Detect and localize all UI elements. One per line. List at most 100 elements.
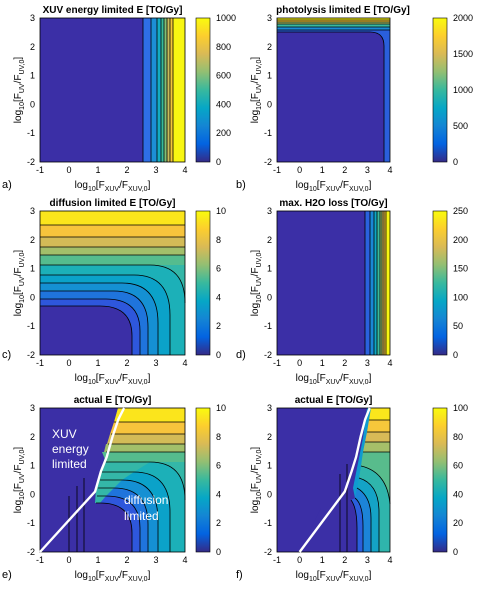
x-tick-label: 3 [153,358,158,368]
x-tick-label: 4 [387,555,392,565]
chart-title: photolysis limited E [TO/Gy] [276,5,410,16]
x-tick-label: -1 [36,555,44,565]
y-tick-label: 1 [30,264,35,274]
panel-label: e) [2,569,12,581]
colorbar-tick-label: 250 [453,206,468,216]
colorbar-tick-label: 50 [453,321,463,331]
colorbar-tick-label: 10 [216,403,226,413]
x-tick-label: 4 [387,358,392,368]
y-tick-label: 1 [267,461,272,471]
annotation-text: limited [124,509,159,523]
x-tick-label: 0 [297,555,302,565]
y-ticks: -2 -1 0 1 2 3 [264,13,272,167]
x-tick-label: 4 [182,358,187,368]
x-tick-label: 0 [297,358,302,368]
annotation-text: diffusion [124,493,168,507]
x-tick-label: 2 [124,165,129,175]
colorbar: 0 500 1000 1500 2000 [432,13,473,167]
colorbar-tick-label: 1500 [453,49,473,59]
x-ticks: -1 0 1 2 3 4 [273,358,393,368]
y-ticks: -2 -1 0 1 2 3 [264,206,272,360]
x-axis-label: log10[FXUV/FXUV,0] [296,180,372,193]
heatmap [39,210,186,356]
x-axis-label: log10[FXUV/FXUV,0] [75,180,151,193]
y-tick-label: 1 [30,71,35,81]
x-ticks: -1 0 1 2 3 4 [36,555,188,565]
y-tick-label: 1 [267,264,272,274]
annotation-text: XUV [52,427,77,441]
boundary-curve [39,407,126,553]
colorbar-tick-label: 80 [453,432,463,442]
y-tick-label: 3 [267,403,272,413]
y-tick-label: 1 [30,461,35,471]
colorbar: 0 2 4 6 8 10 [195,206,226,360]
colorbar-tick-label: 6 [216,461,221,471]
y-tick-label: 3 [30,206,35,216]
y-tick-label: -2 [264,157,272,167]
annotation-text: energy [52,442,89,456]
x-ticks: -1 0 1 2 3 4 [36,165,188,175]
x-tick-label: 2 [124,358,129,368]
y-axis-label: log10[FUV/FUV,0] [250,250,263,317]
colorbar-tick-label: 40 [453,489,463,499]
x-tick-label: 0 [66,165,71,175]
colorbar-tick-label: 8 [216,235,221,245]
colorbar-tick-label: 150 [453,264,468,274]
x-tick-label: 2 [342,358,347,368]
colorbar-tick-label: 6 [216,264,221,274]
y-tick-label: 0 [267,99,272,109]
colorbar-tick-label: 8 [216,432,221,442]
colorbar-tick-label: 100 [453,292,468,302]
y-ticks: -2 -1 0 1 2 3 [264,403,272,557]
x-tick-label: 2 [124,555,129,565]
y-tick-label: -1 [264,128,272,138]
y-tick-label: -1 [27,321,35,331]
colorbar-tick-label: 400 [216,99,231,109]
colorbar-tick-label: 2000 [453,13,473,23]
x-tick-label: 1 [95,165,100,175]
x-tick-label: 3 [365,165,370,175]
colorbar-tick-label: 200 [453,235,468,245]
x-axis-label: log10[FXUV/FXUV,0] [296,373,372,386]
x-tick-label: 3 [153,165,158,175]
colorbar-tick-label: 10 [216,206,226,216]
colorbar-tick-label: 100 [453,403,468,413]
y-axis-label: log10[FUV/FUV,0] [250,447,263,514]
heatmap [276,407,391,553]
y-tick-label: 3 [30,403,35,413]
x-tick-label: -1 [273,555,281,565]
x-tick-label: 1 [320,555,325,565]
panel-e: XUV energy limited diffusion limited act… [2,395,226,583]
chart-title: actual E [TO/Gy] [295,395,373,406]
y-tick-label: -2 [27,157,35,167]
x-tick-label: 2 [342,555,347,565]
y-tick-label: 2 [30,42,35,52]
colorbar: 0 20 40 60 80 100 [432,403,468,557]
colorbar-tick-label: 0 [216,547,221,557]
y-tick-label: -1 [264,321,272,331]
y-tick-label: -1 [264,518,272,528]
x-tick-label: 1 [320,165,325,175]
contour-lines [277,19,390,162]
x-tick-label: 3 [365,555,370,565]
contour-lines [142,18,174,162]
heatmap [276,210,391,356]
annotation-xuv-energy-limited: XUV energy limited [52,427,89,471]
chart-title: max. H2O loss [TO/Gy] [279,198,387,209]
panel-f: actual E [TO/Gy] -1 0 1 2 3 4 -2 -1 0 1 … [236,395,468,583]
y-tick-label: 0 [30,99,35,109]
x-tick-label: 4 [182,555,187,565]
chart-title: diffusion limited E [TO/Gy] [50,198,176,209]
x-axis-label: log10[FXUV/FXUV,0] [75,570,151,583]
y-tick-label: -2 [27,547,35,557]
y-axis-label: log10[FUV/FUV,0] [13,250,26,317]
x-tick-label: 0 [66,358,71,368]
contour-lines [339,419,391,552]
y-ticks: -2 -1 0 1 2 3 [27,206,35,360]
annotation-text: limited [52,457,87,471]
x-tick-label: 1 [95,358,100,368]
y-tick-label: -1 [27,128,35,138]
colorbar-tick-label: 800 [216,42,231,52]
chart-title: actual E [TO/Gy] [74,395,152,406]
